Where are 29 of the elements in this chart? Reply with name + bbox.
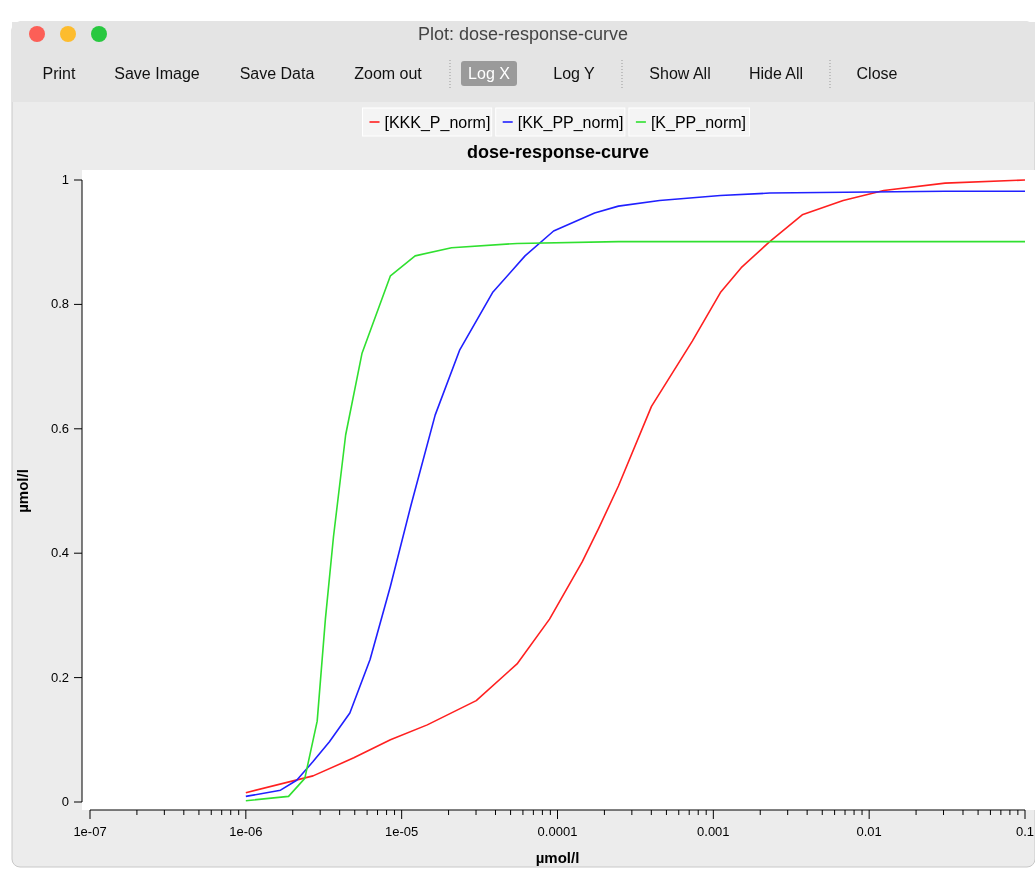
legend-label: [KK_PP_norm] xyxy=(517,114,624,132)
x-tick-label: 1e-05 xyxy=(385,824,419,839)
x-tick-label: 1e-07 xyxy=(73,824,107,839)
legend-label: [K_PP_norm] xyxy=(650,114,747,132)
text: Close xyxy=(856,65,898,82)
text: Log X xyxy=(468,65,511,82)
x-tick-label: 0.0001 xyxy=(537,824,578,839)
text: Zoom out xyxy=(354,65,423,82)
x-tick-label: 0.001 xyxy=(697,824,730,839)
text: Print xyxy=(42,65,76,82)
x-axis-title: µmol/l xyxy=(535,849,580,866)
y-axis-title: µmol/l xyxy=(14,469,31,513)
text: Hide All xyxy=(748,65,804,82)
y-tick-label: 0.8 xyxy=(50,296,69,312)
chart-title: dose-response-curve xyxy=(466,142,650,162)
text: Log Y xyxy=(553,65,596,82)
x-tick-label: 1e-06 xyxy=(229,824,263,839)
y-tick-label: 0.2 xyxy=(50,669,69,685)
text: Save Data xyxy=(239,65,315,82)
y-tick-label: 0.6 xyxy=(50,420,69,436)
text: Save Image xyxy=(114,65,200,82)
y-tick-label: 0.4 xyxy=(50,545,69,561)
x-tick-label: 0.01 xyxy=(856,824,882,839)
y-tick-label: 0 xyxy=(61,794,69,809)
x-tick-label: 0.1 xyxy=(1015,824,1035,839)
y-tick-label: 1 xyxy=(61,172,69,187)
text: Plot: dose-response-curve xyxy=(417,24,629,44)
text: Show All xyxy=(649,65,711,82)
legend-label: [KKK_P_norm] xyxy=(384,114,491,132)
